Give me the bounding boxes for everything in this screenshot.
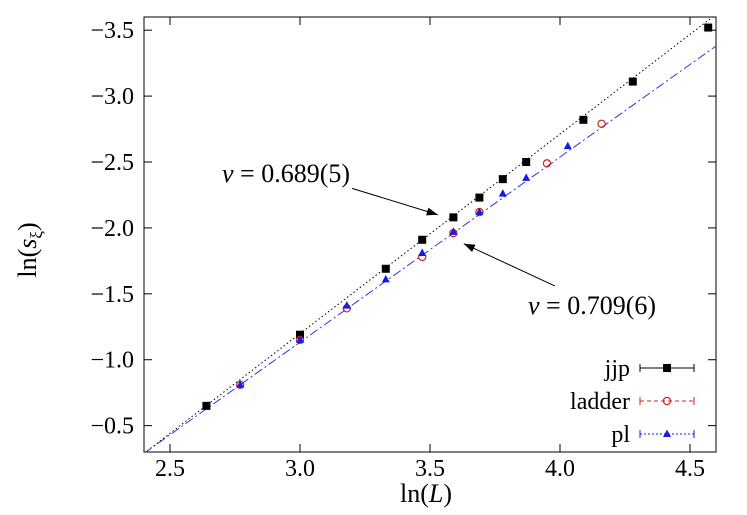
y-tick-label: −0.5 bbox=[90, 414, 134, 440]
series-pl bbox=[236, 141, 572, 388]
fit-line-pl bbox=[144, 45, 716, 452]
annotations: ν = 0.689(5) ν = 0.709(6) bbox=[222, 159, 656, 320]
point-jjp bbox=[202, 401, 211, 410]
legend-entry-ladder: ladder bbox=[570, 389, 695, 415]
y-axis-label: ln(sξ) bbox=[13, 222, 46, 277]
point-jjp bbox=[449, 213, 458, 222]
y-tick-label: −2.5 bbox=[90, 150, 134, 176]
annotation-1: ν = 0.689(5) bbox=[222, 159, 438, 216]
y-tick-label: −1.0 bbox=[90, 348, 134, 374]
point-ladder bbox=[542, 159, 552, 168]
data-points bbox=[202, 23, 713, 410]
point-jjp bbox=[418, 235, 427, 244]
point-pl bbox=[498, 189, 507, 197]
y-tick-label: −3.5 bbox=[90, 18, 134, 44]
point-pl bbox=[381, 274, 390, 283]
x-tick-label: 4.5 bbox=[675, 456, 705, 482]
legend-label: pl bbox=[611, 422, 630, 448]
annotation-text: ν = 0.709(6) bbox=[528, 291, 656, 320]
point-jjp bbox=[381, 264, 390, 273]
point-ladder bbox=[597, 119, 606, 128]
annotation-2: ν = 0.709(6) bbox=[463, 243, 656, 320]
fit-line-jjp bbox=[144, 17, 714, 452]
annotation-arrow bbox=[463, 243, 556, 287]
legend-label: jjp bbox=[604, 356, 630, 382]
fit-lines bbox=[144, 17, 716, 452]
point-jjp bbox=[579, 115, 588, 124]
legend-label: ladder bbox=[570, 389, 630, 415]
point-jjp bbox=[522, 158, 531, 166]
x-axis-label: ln(L) bbox=[400, 479, 452, 508]
point-jjp bbox=[628, 77, 637, 86]
annotation-arrow bbox=[351, 187, 438, 216]
x-tick-label: 2.5 bbox=[155, 456, 185, 482]
x-tick-label: 4.0 bbox=[545, 456, 575, 482]
point-pl bbox=[449, 227, 458, 235]
point-pl bbox=[522, 173, 531, 181]
arrow-head bbox=[463, 243, 476, 252]
series-jjp bbox=[202, 23, 713, 410]
point-jjp bbox=[475, 193, 484, 202]
arrow-head bbox=[426, 207, 438, 216]
point-pl bbox=[418, 248, 427, 256]
legend-marker bbox=[663, 429, 671, 437]
point-jjp bbox=[296, 330, 304, 339]
point-pl bbox=[563, 141, 572, 150]
legend-marker bbox=[662, 396, 672, 406]
point-pl bbox=[236, 380, 245, 388]
point-pl bbox=[342, 301, 351, 309]
annotation-text: ν = 0.689(5) bbox=[222, 159, 350, 188]
series-ladder bbox=[235, 119, 606, 389]
legend-entry-jjp: jjp bbox=[604, 356, 695, 382]
x-tick-label: 3.5 bbox=[415, 456, 445, 482]
legend-marker bbox=[663, 364, 671, 372]
legend: jjp ladder pl bbox=[570, 356, 695, 448]
axis-ticks: 2.5 3.0 3.5 4.0 4.5 −0.5 −1.0 −1.5 −2.0 −2.5 −3.0 −… bbox=[90, 17, 716, 482]
y-tick-label: −3.0 bbox=[90, 84, 134, 110]
y-tick-label: −2.0 bbox=[90, 216, 134, 242]
x-tick-label: 3.0 bbox=[285, 456, 315, 482]
point-pl bbox=[296, 335, 304, 343]
legend-entry-pl: pl bbox=[611, 422, 695, 448]
y-tick-label: −1.5 bbox=[90, 282, 134, 308]
point-jjp bbox=[704, 23, 713, 32]
point-jjp bbox=[498, 175, 507, 184]
point-pl bbox=[475, 207, 484, 216]
